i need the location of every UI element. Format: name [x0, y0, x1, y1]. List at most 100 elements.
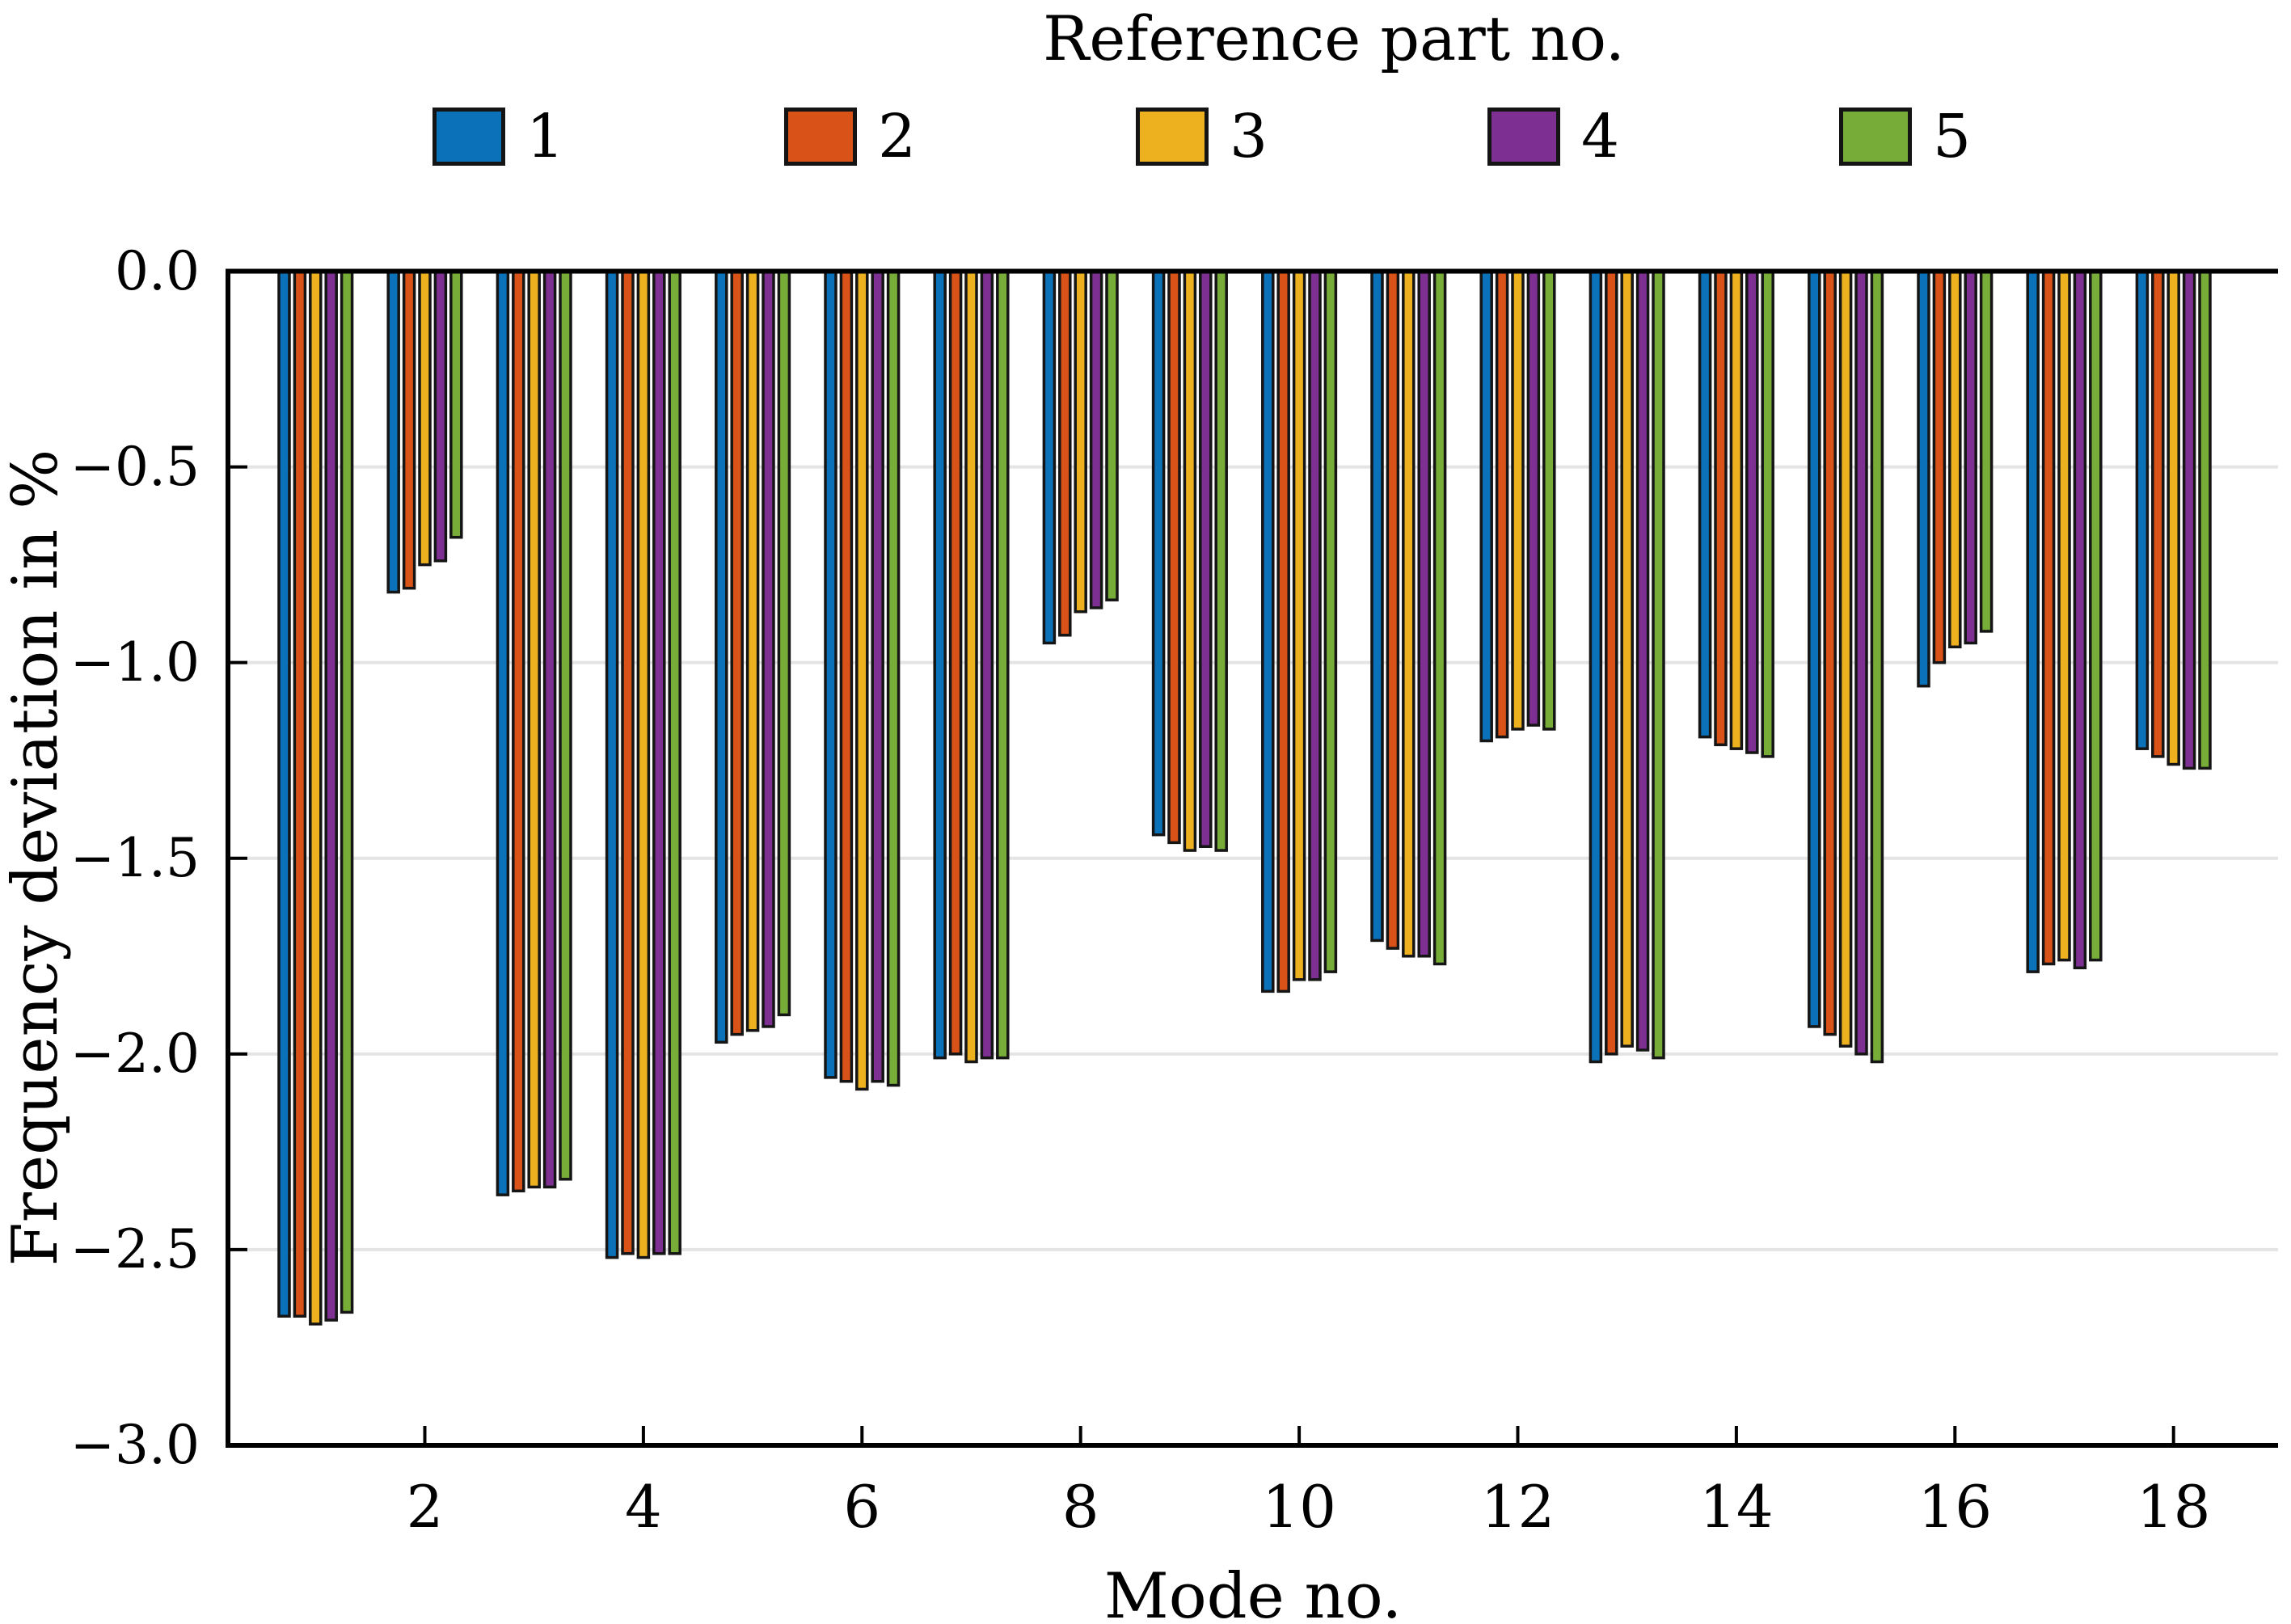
legend-swatch-icon [1839, 108, 1912, 166]
bar-mode6-series2 [839, 269, 854, 1083]
bar-mode2-series2 [402, 269, 416, 590]
bar-mode11-series3 [1402, 269, 1416, 958]
legend-item-3: 3 [1136, 107, 1268, 167]
legend-swatch-icon [1487, 108, 1560, 166]
bar-mode6-series1 [824, 269, 838, 1079]
x-tick-label: 16 [1918, 1473, 1993, 1541]
legend-label: 3 [1230, 102, 1268, 171]
bar-mode17-series2 [2041, 269, 2056, 966]
bar-mode8-series1 [1042, 269, 1057, 645]
bar-mode5-series5 [777, 269, 791, 1017]
bar-mode11-series5 [1432, 269, 1447, 966]
bar-mode16-series5 [1979, 269, 1994, 633]
bar-mode5-series1 [715, 269, 728, 1044]
x-tick-label: 18 [2136, 1473, 2211, 1541]
bar-mode12-series3 [1511, 269, 1525, 731]
bar-mode10-series5 [1323, 269, 1338, 973]
bar-mode14-series3 [1729, 269, 1744, 750]
bar-mode3-series5 [559, 269, 572, 1181]
bar-mode7-series2 [948, 269, 963, 1056]
y-tick-label: −0.5 [70, 435, 200, 498]
y-tick-label: −2.0 [70, 1022, 200, 1085]
bar-mode4-series3 [636, 269, 651, 1259]
bar-mode8-series2 [1058, 269, 1072, 637]
bar-mode6-series5 [886, 269, 901, 1087]
bar-mode5-series2 [730, 269, 744, 1036]
bar-mode9-series3 [1183, 269, 1197, 852]
bar-mode10-series2 [1276, 269, 1290, 993]
bar-mode11-series2 [1386, 269, 1400, 950]
bar-mode8-series4 [1089, 269, 1103, 610]
bar-mode15-series2 [1823, 269, 1837, 1036]
bar-mode5-series4 [762, 269, 775, 1028]
y-tick-label: −1.0 [70, 631, 200, 694]
bar-mode12-series5 [1542, 269, 1556, 731]
bar-mode8-series5 [1105, 269, 1119, 601]
legend-swatch-icon [432, 108, 505, 166]
bar-mode2-series1 [386, 269, 400, 594]
bar-mode14-series2 [1714, 269, 1728, 747]
bar-mode12-series4 [1526, 269, 1541, 727]
bar-mode15-series1 [1808, 269, 1821, 1028]
bar-mode7-series5 [996, 269, 1010, 1060]
bar-mode18-series2 [2151, 269, 2165, 758]
legend-item-1: 1 [432, 107, 564, 167]
y-tick-label: −3.0 [70, 1414, 200, 1476]
bar-mode13-series4 [1635, 269, 1650, 1052]
bar-mode12-series1 [1479, 269, 1493, 743]
bar-mode9-series5 [1214, 269, 1228, 852]
legend-item-2: 2 [784, 107, 916, 167]
bar-mode6-series3 [855, 269, 869, 1091]
bar-mode18-series3 [2167, 269, 2180, 766]
bar-mode17-series5 [2089, 269, 2103, 962]
bar-mode9-series2 [1167, 269, 1181, 845]
y-tick-label: −2.5 [70, 1217, 200, 1280]
bar-mode3-series1 [496, 269, 510, 1196]
bar-mode18-series5 [2198, 269, 2212, 770]
bar-mode13-series5 [1652, 269, 1665, 1060]
bar-mode10-series1 [1261, 269, 1275, 993]
bar-mode11-series4 [1417, 269, 1431, 958]
bar-mode9-series4 [1199, 269, 1213, 848]
x-tick-label: 8 [1061, 1473, 1099, 1541]
bar-mode1-series4 [324, 269, 338, 1322]
bar-mode15-series5 [1870, 269, 1884, 1064]
legend-swatch-icon [784, 108, 857, 166]
bar-mode13-series3 [1620, 269, 1634, 1048]
bar-mode16-series1 [1917, 269, 1930, 688]
bar-mode3-series3 [527, 269, 541, 1189]
bar-mode5-series3 [745, 269, 760, 1032]
legend-label: 2 [878, 102, 917, 171]
bar-mode14-series4 [1745, 269, 1759, 754]
bar-mode16-series2 [1932, 269, 1947, 664]
bar-mode13-series1 [1589, 269, 1603, 1064]
bar-mode7-series1 [933, 269, 947, 1060]
bar-mode14-series1 [1698, 269, 1712, 739]
bar-mode9-series1 [1151, 269, 1166, 837]
x-tick-label: 4 [624, 1473, 662, 1541]
legend-item-5: 5 [1839, 107, 1971, 167]
x-tick-label: 14 [1699, 1473, 1774, 1541]
bar-mode17-series4 [2073, 269, 2087, 970]
y-tick-label: 0.0 [115, 239, 200, 302]
bar-mode15-series3 [1838, 269, 1853, 1048]
x-tick-label: 10 [1262, 1473, 1336, 1541]
bar-mode4-series4 [652, 269, 666, 1255]
legend-label: 5 [1933, 102, 1972, 171]
bar-mode10-series3 [1292, 269, 1306, 981]
bar-mode17-series3 [2057, 269, 2071, 962]
y-tick-label: −1.5 [70, 826, 200, 889]
bar-mode12-series2 [1495, 269, 1509, 739]
bar-mode2-series5 [449, 269, 463, 539]
bar-mode8-series3 [1074, 269, 1087, 614]
bar-mode10-series4 [1308, 269, 1322, 981]
x-tick-label: 12 [1480, 1473, 1555, 1541]
bar-mode13-series2 [1605, 269, 1618, 1056]
bar-mode3-series4 [542, 269, 557, 1189]
legend-title: Reference part no. [1043, 2, 1625, 74]
bar-mode1-series1 [277, 269, 291, 1318]
x-tick-label: 2 [406, 1473, 444, 1541]
x-tick-label: 6 [843, 1473, 881, 1541]
